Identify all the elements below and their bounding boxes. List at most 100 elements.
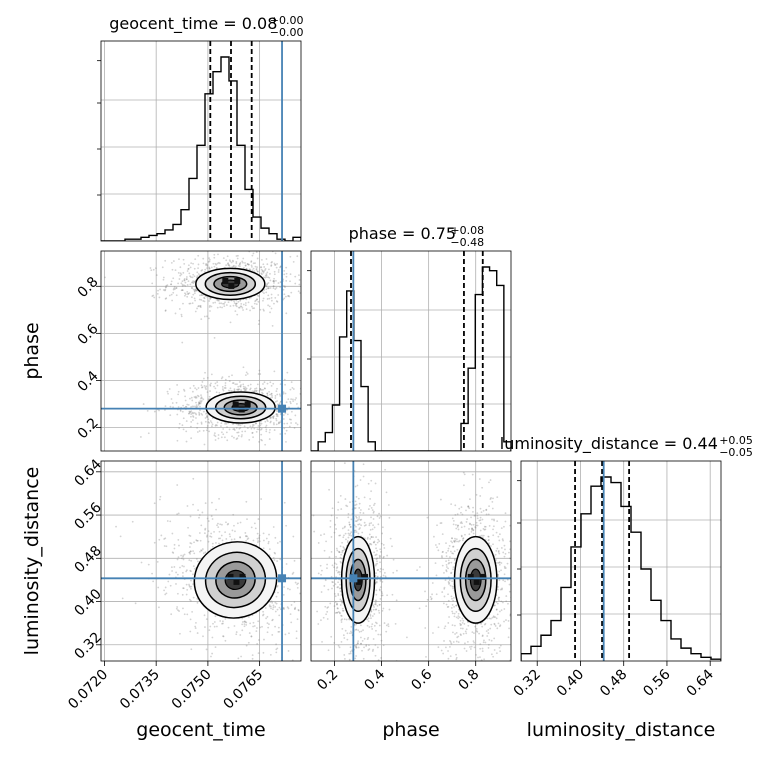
scatter-point <box>204 264 207 266</box>
scatter-point <box>190 542 193 545</box>
scatter-point <box>366 638 369 640</box>
scatter-point <box>204 268 207 271</box>
scatter-point <box>248 438 251 441</box>
scatter-point <box>197 404 200 406</box>
scatter-point <box>336 566 339 569</box>
scatter-point <box>188 598 191 601</box>
scatter-point <box>276 262 278 265</box>
scatter-point <box>196 431 199 433</box>
scatter-point <box>210 373 213 376</box>
scatter-point <box>489 676 491 678</box>
scatter-point <box>195 621 197 624</box>
scatter-point <box>451 612 454 615</box>
scatter-point <box>343 654 346 656</box>
scatter-point <box>313 530 316 533</box>
scatter-point <box>262 299 264 302</box>
scatter-point <box>302 657 304 659</box>
scatter-point <box>341 551 344 554</box>
scatter-point <box>237 435 240 437</box>
x-tick-label-luminosity_distance: 0.56 <box>640 666 673 699</box>
scatter-point <box>251 431 254 434</box>
scatter-point <box>460 511 462 514</box>
scatter-point <box>181 593 184 596</box>
scatter-point <box>317 542 320 544</box>
scatter-point <box>191 419 194 422</box>
scatter-point <box>509 548 511 551</box>
scatter-point <box>244 262 246 264</box>
scatter-point <box>451 580 454 583</box>
scatter-point <box>183 294 186 297</box>
scatter-point <box>502 579 505 582</box>
scatter-point <box>508 590 511 593</box>
histogram-phase <box>311 266 511 451</box>
scatter-point <box>183 279 186 281</box>
scatter-point <box>374 603 376 606</box>
scatter-point <box>504 567 507 569</box>
scatter-point <box>188 412 191 415</box>
scatter-point <box>259 388 262 391</box>
scatter-point <box>225 259 228 262</box>
scatter-point <box>241 434 243 436</box>
scatter-point <box>325 613 328 616</box>
scatter-point <box>213 625 216 628</box>
scatter-point <box>171 402 174 404</box>
scatter-point <box>214 387 217 390</box>
scatter-point <box>179 566 181 569</box>
scatter-point <box>370 516 372 519</box>
y-tick-label-phase: 0.4 <box>75 368 102 395</box>
scatter-point <box>487 629 490 631</box>
scatter-point <box>211 423 214 426</box>
scatter-point <box>367 636 370 639</box>
scatter-point <box>199 550 201 553</box>
scatter-point <box>336 607 339 609</box>
scatter-point <box>207 520 210 522</box>
scatter-point <box>153 502 156 505</box>
scatter-point <box>264 426 267 429</box>
scatter-point <box>504 552 507 555</box>
scatter-point <box>185 278 188 280</box>
scatter-point <box>359 636 362 639</box>
scatter-point <box>183 613 186 616</box>
scatter-point <box>185 593 188 596</box>
scatter-point <box>490 639 493 642</box>
scatter-point <box>209 310 211 312</box>
scatter-point <box>255 422 258 425</box>
scatter-point <box>205 429 208 432</box>
scatter-point <box>252 621 255 624</box>
scatter-point <box>211 545 214 548</box>
scatter-point <box>212 622 214 625</box>
scatter-point <box>496 547 499 550</box>
scatter-point <box>264 607 267 609</box>
scatter-point <box>245 500 248 503</box>
scatter-point <box>152 268 155 271</box>
scatter-point <box>279 540 282 543</box>
scatter-point <box>231 259 234 262</box>
scatter-point <box>505 694 507 696</box>
scatter-point <box>298 274 300 277</box>
scatter-point <box>503 565 506 568</box>
scatter-point <box>466 518 469 521</box>
scatter-point <box>191 287 193 290</box>
scatter-point <box>425 605 428 608</box>
scatter-point <box>378 540 381 543</box>
scatter-point <box>165 284 168 287</box>
scatter-point <box>190 396 193 399</box>
scatter-point <box>462 537 465 540</box>
scatter-point <box>499 650 502 653</box>
scatter-point <box>272 285 275 288</box>
scatter-point <box>207 418 210 421</box>
scatter-point <box>475 521 478 524</box>
scatter-point <box>340 640 343 643</box>
scatter-point <box>487 632 490 634</box>
scatter-point <box>290 604 293 606</box>
scatter-point <box>354 485 357 488</box>
scatter-point <box>286 371 289 374</box>
scatter-point <box>274 601 277 604</box>
scatter-point <box>301 281 303 283</box>
scatter-point <box>186 290 189 293</box>
scatter-point <box>257 518 260 520</box>
scatter-point <box>254 664 256 666</box>
scatter-point <box>264 443 267 446</box>
scatter-point <box>320 591 323 593</box>
scatter-point <box>481 486 484 489</box>
